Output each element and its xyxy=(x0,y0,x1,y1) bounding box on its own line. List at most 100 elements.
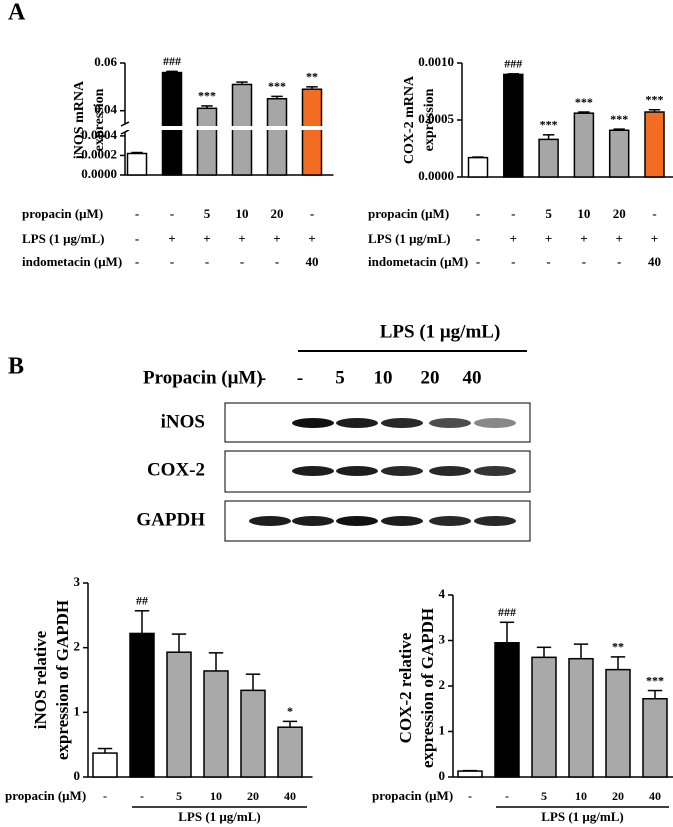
bar xyxy=(573,112,595,178)
blot-band xyxy=(292,418,334,428)
bar xyxy=(166,651,192,778)
significance: ** xyxy=(612,640,624,654)
blot-band xyxy=(429,516,471,526)
treatment-value: - xyxy=(170,206,174,221)
y-tick-label: 0.0000 xyxy=(418,168,454,183)
treatment-value: + xyxy=(580,231,587,246)
blot-band xyxy=(381,466,423,476)
bar xyxy=(277,726,303,778)
treatment-label: indometacin (μM) xyxy=(22,254,122,269)
treatment-value: + xyxy=(615,231,622,246)
y-tick-label: 3 xyxy=(74,574,81,589)
y-tick-label: 2 xyxy=(439,677,446,692)
blot-band xyxy=(249,516,291,526)
y-axis-label: expression of GAPDH xyxy=(418,608,437,768)
y-tick-label: 0.04 xyxy=(94,102,117,117)
treatment-value: - xyxy=(546,254,550,269)
treatment-label: LPS (1 μg/mL) xyxy=(22,231,104,246)
y-tick-label: 0.0010 xyxy=(418,54,454,69)
treatment-value: - xyxy=(476,206,480,221)
treatment-value: - xyxy=(617,254,621,269)
treatment-value: + xyxy=(510,231,517,246)
y-tick-label: 1 xyxy=(74,703,81,718)
x-axis-label: propacin (μM) xyxy=(372,788,453,803)
group-label: LPS (1 μg/mL) xyxy=(541,809,623,824)
y-tick-label: 0 xyxy=(74,768,81,783)
break-gap xyxy=(127,126,336,130)
x-tick-label: - xyxy=(140,789,144,803)
significance: *** xyxy=(575,95,593,109)
y-tick-label: 4 xyxy=(439,586,446,601)
treatment-label: propacin (μM) xyxy=(368,206,449,221)
bar xyxy=(266,98,288,176)
lane-label: 40 xyxy=(463,367,482,388)
treatment-value: - xyxy=(205,254,209,269)
bar xyxy=(203,670,229,778)
y-tick-label: 2 xyxy=(74,639,81,654)
treatment-label: indometacin (μM) xyxy=(368,254,468,269)
bar xyxy=(568,657,594,778)
treatment-value: - xyxy=(511,206,515,221)
bar xyxy=(644,111,665,178)
significance: ## xyxy=(136,594,148,608)
treatment-value: + xyxy=(308,231,315,246)
x-tick-label: - xyxy=(103,789,107,803)
treatment-value: - xyxy=(170,254,174,269)
y-axis-label: COX-2 relative xyxy=(396,632,415,743)
bar xyxy=(538,138,559,178)
x-tick-label: 20 xyxy=(612,789,624,803)
significance: * xyxy=(287,704,293,718)
bar xyxy=(457,770,483,778)
treatment-value: 20 xyxy=(271,206,284,221)
significance: *** xyxy=(646,673,664,687)
treatment-value: 10 xyxy=(236,206,249,221)
group-label: LPS (1 μg/mL) xyxy=(178,809,260,824)
bar xyxy=(161,71,183,176)
axis-break xyxy=(120,129,130,135)
blot-band xyxy=(336,418,378,428)
treatment-value: + xyxy=(238,231,245,246)
blot-band xyxy=(292,466,334,476)
treatment-value: - xyxy=(476,231,480,246)
significance: *** xyxy=(540,118,558,132)
significance: ### xyxy=(504,57,522,71)
treatment-value: 20 xyxy=(613,206,626,221)
treatment-label: propacin (μM) xyxy=(22,206,103,221)
significance: *** xyxy=(610,112,628,126)
x-tick-label: 20 xyxy=(247,789,259,803)
lane-label: - xyxy=(260,367,266,388)
blot-band xyxy=(336,516,378,526)
blot-band xyxy=(292,516,334,526)
bar xyxy=(605,668,631,778)
treatment-value: 40 xyxy=(648,254,661,269)
y-tick-label: 0.06 xyxy=(94,54,117,69)
blot-band xyxy=(429,418,471,428)
treatment-value: 10 xyxy=(577,206,590,221)
treatment-value: - xyxy=(275,254,279,269)
y-tick-label: 1 xyxy=(439,722,446,737)
y-axis-label: iNOS mRNA xyxy=(72,80,87,159)
bar xyxy=(503,73,524,178)
y-axis-label: expression xyxy=(92,88,107,151)
treatment-value: - xyxy=(135,254,139,269)
treatment-label: LPS (1 μg/mL) xyxy=(368,231,450,246)
treatment-value: 5 xyxy=(204,206,211,221)
treatment-value: + xyxy=(168,231,175,246)
y-axis-label: COX-2 mRNA xyxy=(402,75,417,164)
significance: *** xyxy=(646,92,664,106)
treatment-value: 40 xyxy=(306,254,319,269)
y-axis-label: expression xyxy=(422,88,437,151)
blot-header: LPS (1 μg/mL) xyxy=(380,321,501,342)
treatment-value: 5 xyxy=(545,206,552,221)
y-tick-label: 0.0002 xyxy=(81,146,117,161)
bar xyxy=(642,697,668,778)
treatment-value: - xyxy=(135,206,139,221)
lane-label: 10 xyxy=(374,367,393,388)
x-tick-label: - xyxy=(505,789,509,803)
blot-band xyxy=(381,418,423,428)
blot-band xyxy=(381,516,423,526)
lane-label: 20 xyxy=(421,367,440,388)
protein-label: COX-2 xyxy=(147,459,205,480)
x-tick-label: 5 xyxy=(541,789,547,803)
